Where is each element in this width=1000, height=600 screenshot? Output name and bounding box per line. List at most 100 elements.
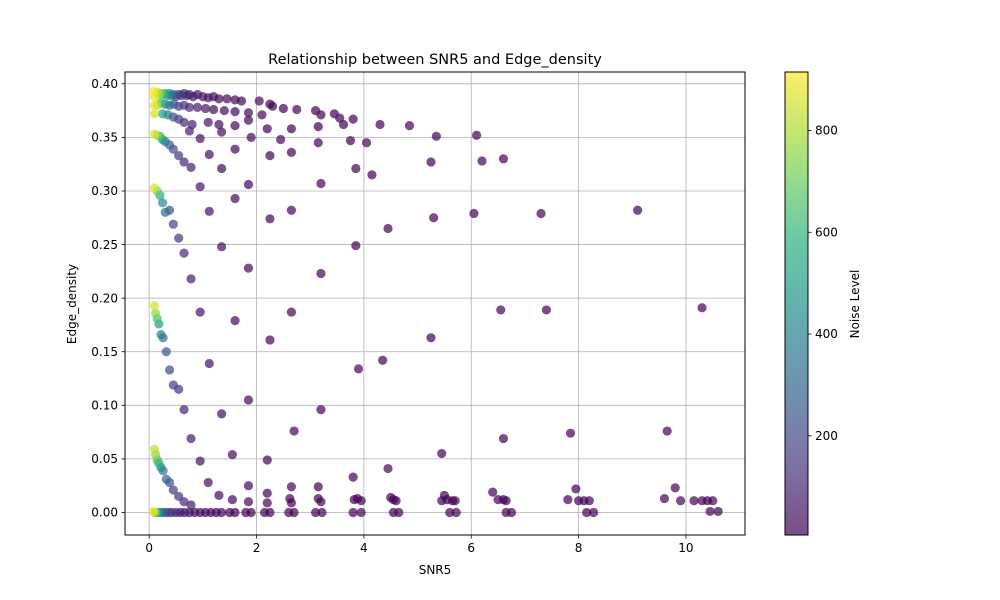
y-tick-label: 0.10: [91, 399, 118, 413]
scatter-point: [286, 205, 297, 215]
scatter-point: [149, 100, 159, 110]
scatter-point: [148, 86, 159, 96]
scatter-point: [195, 133, 205, 144]
colorbar: 200 400 600 800 Noise Level: [784, 71, 862, 536]
scatter-point: [659, 493, 670, 504]
scatter-point: [429, 213, 439, 223]
scatter-point: [348, 507, 358, 518]
scatter-point: [286, 147, 297, 157]
scatter-point: [498, 154, 509, 164]
scatter-point: [164, 365, 175, 375]
scatter-point: [571, 484, 581, 494]
scatter-point: [225, 507, 235, 518]
scatter-point: [186, 500, 196, 510]
scatter-point: [506, 507, 517, 518]
x-axis-label: SNR5: [419, 563, 452, 577]
colorbar-tick-label: 800: [815, 124, 838, 138]
scatter-point: [246, 507, 256, 518]
scatter-point: [168, 219, 178, 229]
scatter-point: [243, 108, 254, 118]
scatter-point: [286, 498, 297, 508]
scatter-point: [316, 268, 326, 279]
scatter-point: [286, 307, 297, 317]
scatter-point: [383, 463, 393, 474]
scatter-point: [246, 132, 256, 142]
scatter-point: [589, 507, 599, 518]
scatter-point: [565, 428, 576, 438]
scatter-point: [697, 303, 707, 313]
x-tick-label: 2: [253, 541, 261, 555]
scatter-point: [675, 496, 686, 506]
scatter-point: [192, 102, 203, 112]
y-tick-label: 0.40: [91, 77, 118, 91]
scatter-point: [179, 248, 189, 258]
scatter-point: [451, 507, 461, 518]
scatter-point: [286, 124, 297, 134]
x-tick-label: 10: [678, 541, 693, 555]
scatter-point: [394, 507, 404, 518]
y-tick-label: 0.15: [91, 345, 118, 359]
scatter-point: [227, 450, 237, 460]
x-tick-label: 8: [575, 541, 583, 555]
scatter-point: [161, 347, 171, 357]
scatter-point: [214, 490, 224, 500]
scatter-point: [391, 496, 401, 506]
scatter-point: [584, 496, 594, 506]
scatter-point: [345, 135, 356, 146]
colorbar-tick-label: 200: [815, 429, 838, 443]
scatter-point: [243, 395, 254, 405]
scatter-point: [217, 242, 227, 252]
scatter-point: [243, 497, 254, 507]
scatter-point: [313, 138, 323, 148]
plot-frame: [124, 71, 746, 536]
scatter-point: [501, 496, 511, 506]
scatter-point: [168, 485, 178, 495]
scatter-point: [426, 157, 436, 167]
scatter-point: [156, 329, 166, 340]
x-tick-label: 4: [360, 541, 368, 555]
scatter-point: [582, 507, 592, 518]
scatter-point: [149, 183, 160, 193]
scatter-point: [217, 163, 227, 174]
colorbar-label: Noise Level: [848, 270, 862, 339]
scatter-point: [200, 103, 211, 114]
scatter-point: [375, 119, 385, 130]
scatter-point: [203, 477, 213, 488]
scatter-point: [179, 157, 189, 167]
scatter-point: [149, 444, 160, 454]
y-axis-ticks: 0.00 0.05 0.10 0.15 0.20 0.25 0.30 0.35 0.40: [91, 77, 125, 520]
scatter-point: [708, 496, 718, 506]
scatter-point: [292, 104, 302, 115]
scatter-point: [265, 507, 275, 518]
scatter-point: [243, 263, 254, 273]
scatter-point: [488, 487, 498, 497]
scatter-point: [179, 405, 189, 415]
scatter-point: [670, 483, 680, 493]
scatter-point: [160, 207, 170, 218]
scatter-point: [353, 364, 364, 374]
scatter-point: [217, 127, 227, 137]
scatter-point: [243, 179, 254, 190]
y-tick-label: 0.05: [91, 452, 118, 466]
data-points: [148, 86, 723, 518]
scatter-point: [227, 495, 237, 505]
y-axis-label: Edge_density: [65, 264, 79, 344]
scatter-point: [633, 205, 643, 215]
scatter-point: [367, 170, 377, 180]
scatter-point: [186, 433, 196, 444]
scatter-point: [351, 163, 361, 174]
scatter-point: [496, 305, 506, 315]
scatter-point: [276, 134, 286, 145]
scatter-point: [265, 214, 275, 224]
scatter-point: [230, 193, 240, 204]
scatter-point: [541, 305, 551, 315]
scatter-point: [150, 308, 161, 318]
scatter-point: [404, 120, 415, 131]
scatter-point: [286, 482, 297, 492]
scatter-point: [262, 455, 272, 465]
scatter-point: [316, 110, 326, 120]
scatter-point: [208, 104, 219, 115]
scatter-point: [338, 119, 349, 130]
scatter-point: [378, 355, 388, 365]
y-tick-label: 0.35: [91, 131, 118, 145]
